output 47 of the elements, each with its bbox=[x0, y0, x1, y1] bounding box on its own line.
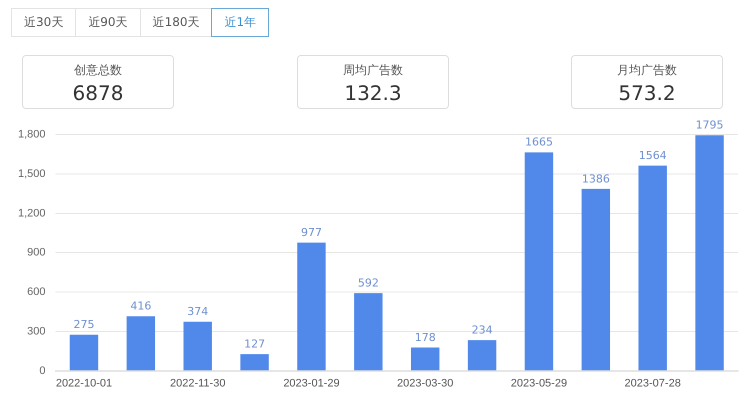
y-tick-label: 0 bbox=[39, 364, 46, 377]
y-tick-label: 900 bbox=[27, 246, 46, 259]
text: 6878 bbox=[72, 81, 124, 105]
bar bbox=[582, 188, 610, 370]
bar bbox=[183, 322, 212, 370]
data-label: 234 bbox=[472, 323, 493, 336]
bar bbox=[468, 340, 496, 370]
x-tick-label: 2022-10-01 bbox=[56, 377, 112, 390]
x-tick-label: 2022-11-30 bbox=[170, 377, 226, 390]
bar bbox=[638, 166, 667, 370]
text: 近30天 bbox=[11, 8, 76, 37]
data-label: 1665 bbox=[524, 136, 553, 149]
bar bbox=[524, 152, 554, 370]
text: 周均广告数 bbox=[342, 62, 404, 79]
bar bbox=[70, 334, 98, 370]
bar bbox=[297, 242, 326, 370]
text: 132.3 bbox=[343, 81, 403, 105]
x-tick-label: 2023-07-28 bbox=[624, 377, 681, 390]
bar bbox=[354, 293, 383, 370]
text: 创意总数 bbox=[73, 62, 123, 79]
bar bbox=[240, 354, 269, 370]
text: 近1年 bbox=[211, 8, 270, 37]
bar bbox=[126, 316, 156, 370]
x-tick-label: 2023-01-29 bbox=[283, 377, 340, 390]
text: 近90天 bbox=[75, 8, 141, 37]
data-label: 416 bbox=[130, 300, 152, 313]
y-tick-label: 600 bbox=[27, 286, 46, 298]
y-tick-label: 300 bbox=[27, 325, 46, 338]
text: 月均广告数 bbox=[616, 62, 678, 79]
x-tick-label: 2023-03-30 bbox=[397, 377, 454, 390]
y-tick-label: 1,500 bbox=[18, 168, 46, 180]
data-label: 275 bbox=[73, 318, 94, 332]
y-tick-label: 1,200 bbox=[18, 207, 46, 220]
y-tick-label: 1,800 bbox=[18, 128, 46, 141]
data-label: 1564 bbox=[638, 148, 667, 162]
data-label: 374 bbox=[187, 305, 208, 318]
x-tick-label: 2023-05-29 bbox=[510, 377, 568, 390]
bar bbox=[695, 135, 724, 370]
data-label: 1386 bbox=[582, 172, 610, 186]
data-label: 127 bbox=[244, 337, 266, 350]
text: 近180天 bbox=[140, 8, 212, 37]
text: 573.2 bbox=[617, 81, 677, 105]
data-label: 977 bbox=[300, 226, 322, 239]
data-label: 1795 bbox=[696, 118, 724, 132]
data-label: 592 bbox=[358, 276, 379, 290]
bar bbox=[410, 347, 440, 370]
data-label: 178 bbox=[414, 330, 436, 344]
